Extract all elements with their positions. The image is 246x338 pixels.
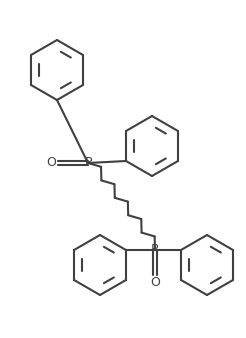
Text: O: O (150, 276, 160, 290)
Text: P: P (151, 243, 159, 257)
Text: O: O (46, 156, 56, 169)
Text: P: P (84, 156, 92, 169)
